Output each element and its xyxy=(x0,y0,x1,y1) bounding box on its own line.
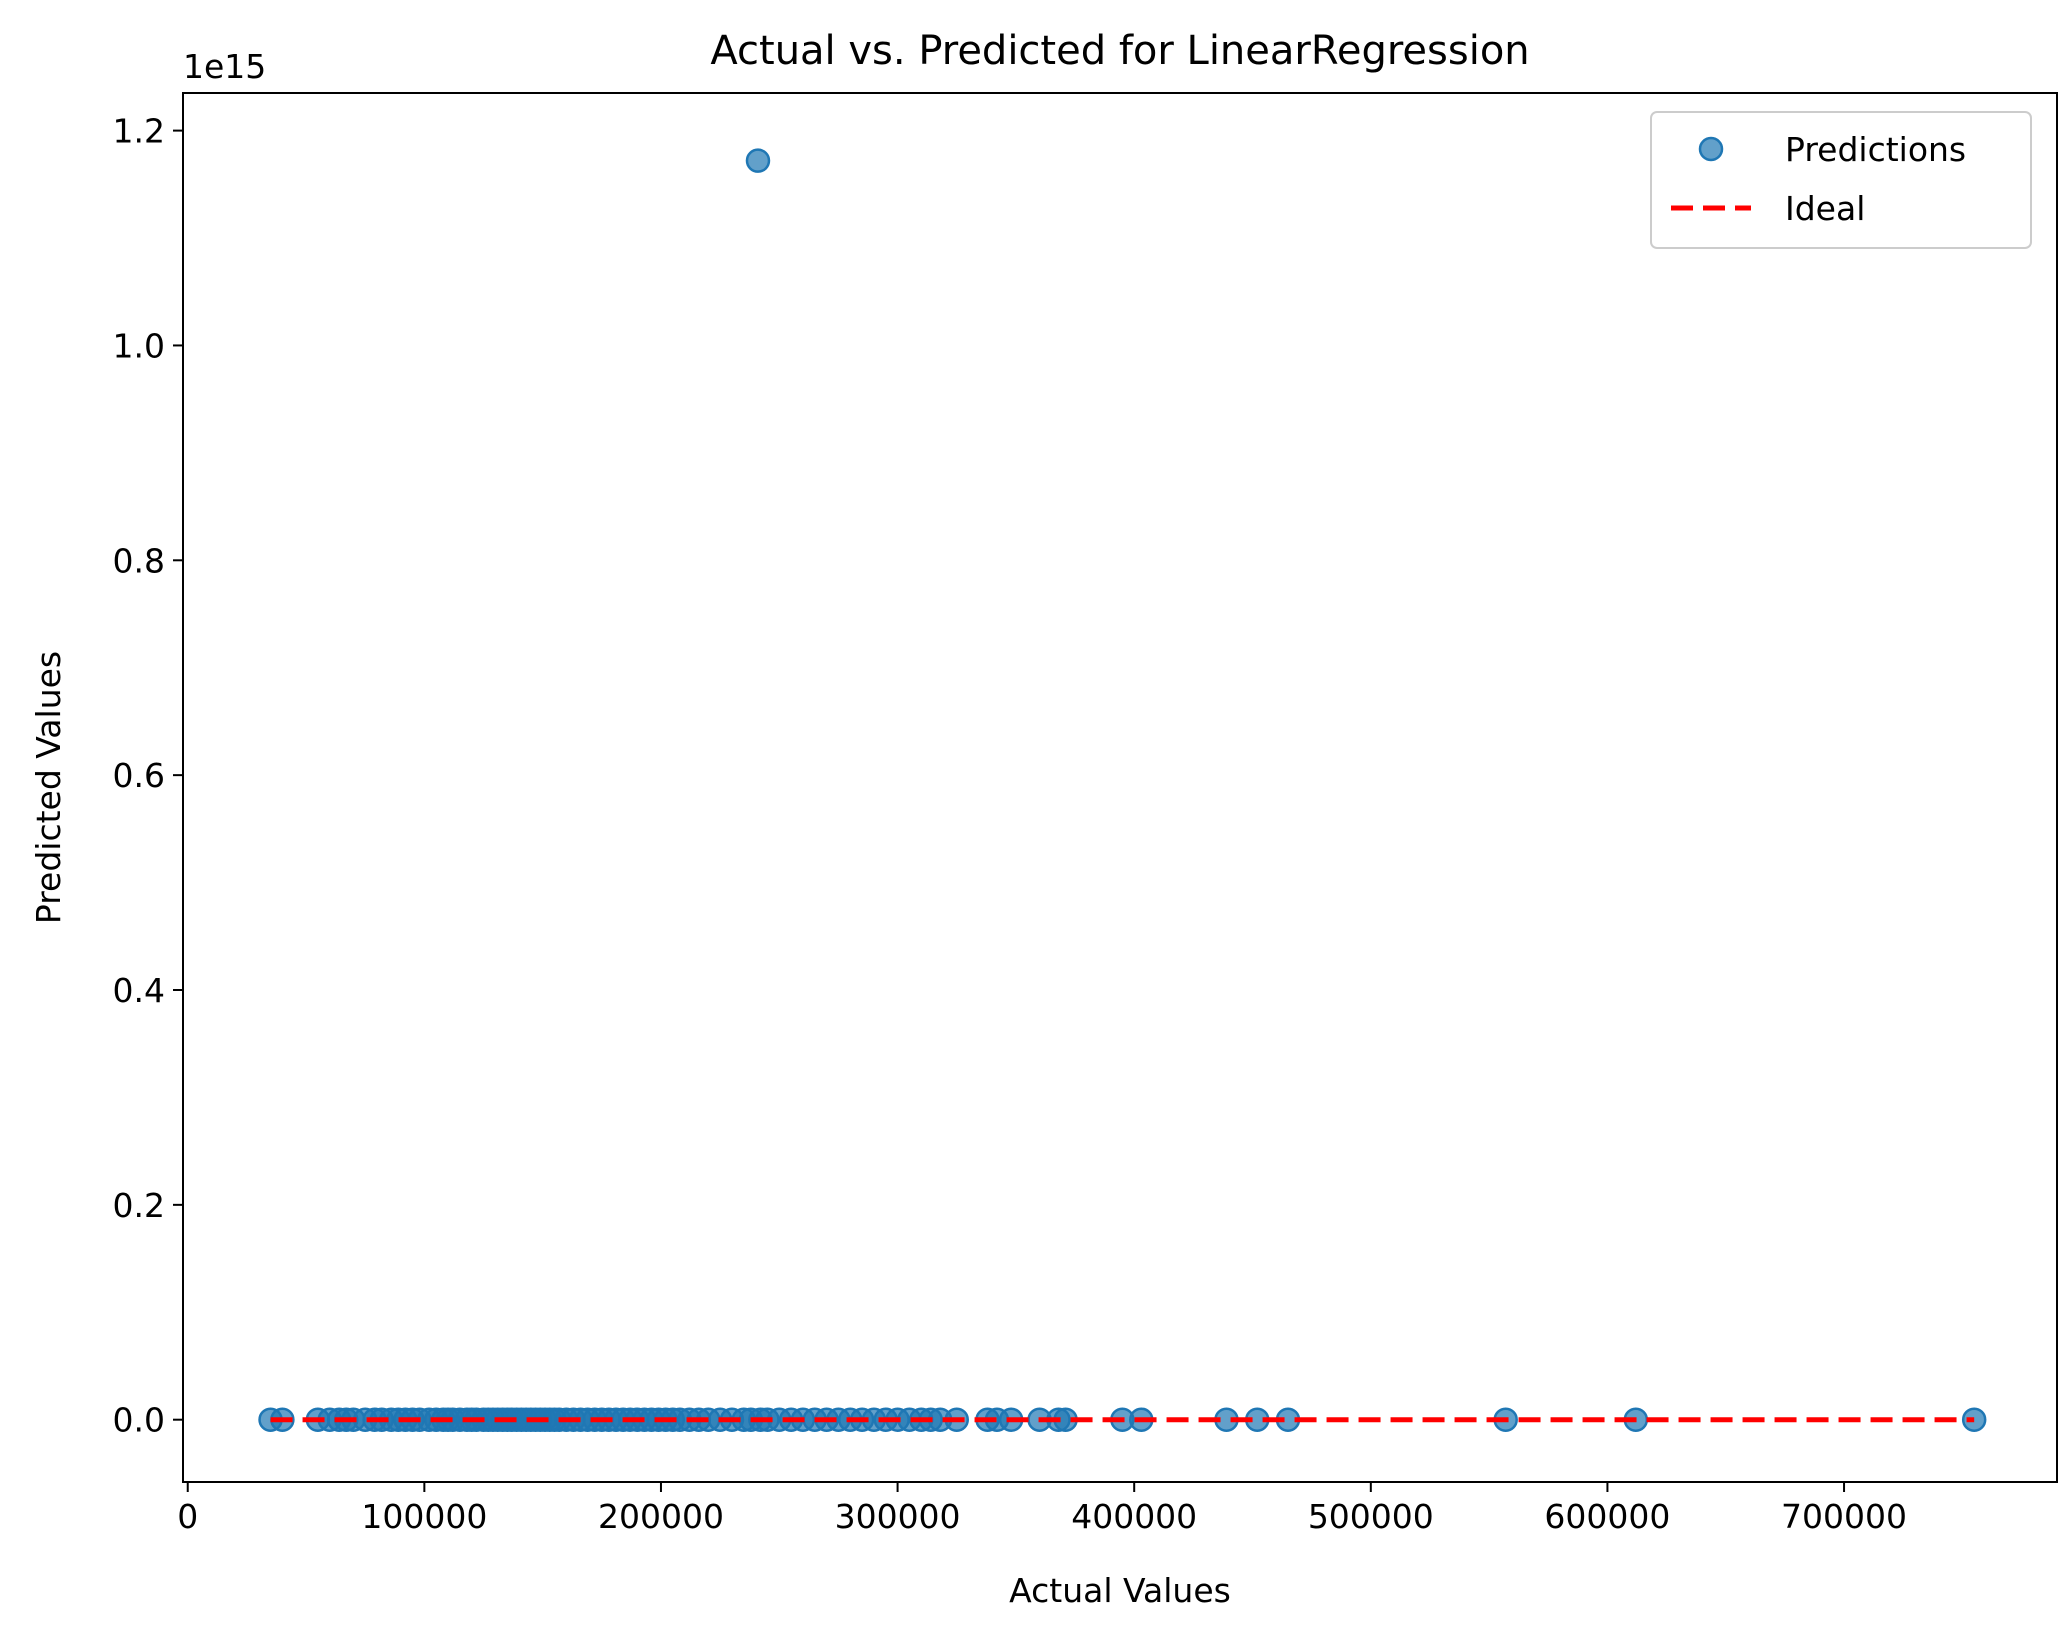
legend-box xyxy=(1650,111,2032,249)
x-axis-label: Actual Values xyxy=(1009,1571,1231,1610)
axes: 0 100000 200000 300000 400000 500000 600000 700… xyxy=(113,92,2058,1536)
chart-title: Actual vs. Predicted for LinearRegressio… xyxy=(710,28,1529,74)
legend-ideal-label: Ideal xyxy=(1785,189,1865,228)
y-axis-ticks: 0.0 0.2 0.4 0.6 0.8 1.0 1.2 xyxy=(113,112,183,1440)
y-tick-label: 0.2 xyxy=(113,1186,165,1225)
x-tick-label: 400000 xyxy=(1071,1497,1197,1536)
x-tick-label: 700000 xyxy=(1781,1497,1907,1536)
y-tick-label: 1.0 xyxy=(113,326,165,365)
x-tick-label: 0 xyxy=(177,1497,198,1536)
plot-area-frame xyxy=(182,92,2058,1483)
y-axis-offset-label: 1e15 xyxy=(183,47,266,86)
prediction-point xyxy=(745,148,771,173)
x-tick-label: 200000 xyxy=(598,1497,724,1536)
x-tick-label: 100000 xyxy=(361,1497,487,1536)
y-tick-label: 0.4 xyxy=(113,971,165,1010)
y-axis-label: Predicted Values xyxy=(29,651,68,924)
x-axis-ticks: 0 100000 200000 300000 400000 500000 600000 700… xyxy=(177,1482,1907,1536)
x-tick-label: 300000 xyxy=(835,1497,961,1536)
y-tick-label: 0.8 xyxy=(113,541,165,580)
x-tick-label: 600000 xyxy=(1544,1497,1670,1536)
y-tick-label: 0.6 xyxy=(113,756,165,795)
x-tick-label: 500000 xyxy=(1308,1497,1434,1536)
legend-predictions-marker xyxy=(1698,136,1724,162)
legend: Predictions Ideal xyxy=(1650,111,2032,249)
y-tick-label: 0.0 xyxy=(113,1401,165,1440)
y-tick-label: 1.2 xyxy=(113,112,165,151)
series-layer xyxy=(258,148,1987,1432)
legend-predictions-label: Predictions xyxy=(1785,130,1966,169)
